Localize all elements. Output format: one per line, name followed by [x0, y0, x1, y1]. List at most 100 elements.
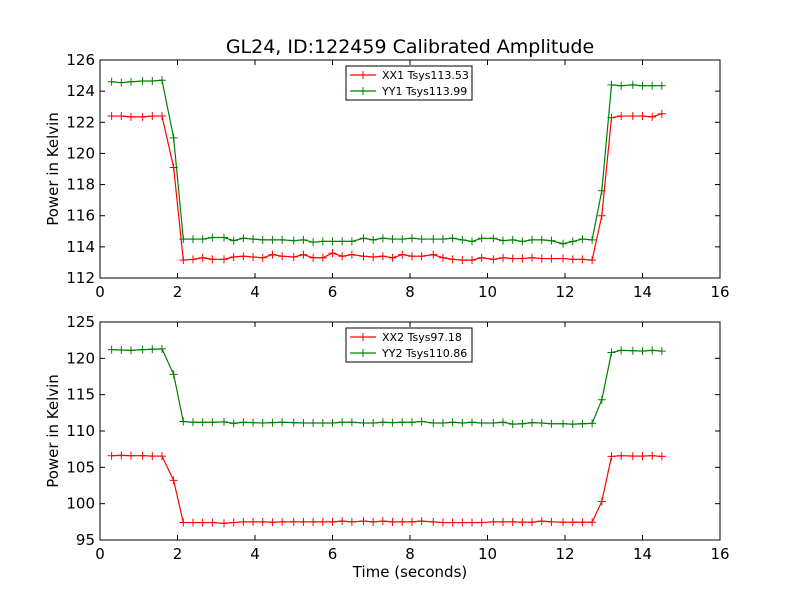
- data-point-marker: [148, 452, 157, 461]
- data-point-marker: [148, 77, 157, 86]
- data-point-marker: [648, 451, 657, 460]
- data-point-marker: [258, 517, 267, 526]
- data-point-marker: [239, 517, 248, 526]
- data-point-marker: [597, 497, 606, 506]
- data-point-marker: [508, 420, 517, 429]
- x-tick-label: 2: [173, 545, 183, 563]
- data-point-marker: [158, 452, 166, 461]
- data-point-marker: [657, 347, 666, 356]
- y-axis-label: Power in Kelvin: [44, 374, 62, 488]
- data-point-marker: [138, 112, 147, 121]
- data-point-marker: [398, 235, 407, 244]
- x-tick-label: 8: [405, 283, 415, 301]
- data-point-marker: [448, 418, 457, 427]
- data-point-marker: [338, 517, 347, 526]
- data-point-marker: [328, 249, 337, 258]
- data-point-marker: [528, 235, 537, 244]
- y-tick-label: 126: [66, 51, 95, 69]
- data-point-marker: [189, 255, 197, 264]
- data-point-marker: [407, 517, 416, 526]
- data-point-marker: [607, 348, 616, 357]
- data-point-marker: [518, 254, 527, 263]
- data-point-marker: [208, 418, 217, 427]
- data-point-marker: [278, 252, 287, 261]
- data-point-marker: [468, 237, 476, 246]
- data-point-marker: [318, 253, 327, 262]
- data-point-marker: [127, 77, 135, 86]
- data-point-marker: [537, 254, 546, 263]
- data-point-marker: [458, 235, 467, 244]
- data-point-marker: [299, 419, 308, 428]
- data-point-marker: [477, 419, 486, 428]
- legend-marker: [359, 71, 367, 79]
- data-point-marker: [657, 81, 666, 90]
- data-point-marker: [378, 252, 387, 261]
- data-point-marker: [127, 451, 135, 460]
- data-point-marker: [648, 112, 657, 121]
- x-tick-label: 6: [328, 545, 338, 563]
- y-tick-label: 116: [66, 207, 95, 225]
- x-tick-label: 10: [478, 545, 497, 563]
- data-point-marker: [299, 250, 308, 259]
- data-point-marker: [388, 253, 397, 262]
- data-point-marker: [220, 417, 228, 426]
- data-point-marker: [138, 77, 147, 86]
- legend: XX1 Tsys113.53 YY1 Tsys113.99: [345, 65, 473, 101]
- data-point-marker: [208, 233, 217, 242]
- data-point-marker: [477, 518, 486, 527]
- data-point-marker: [429, 235, 438, 244]
- x-tick-label: 4: [250, 283, 260, 301]
- data-point-marker: [407, 252, 416, 261]
- data-point-marker: [588, 419, 597, 428]
- data-point-marker: [489, 255, 498, 264]
- chart-title: GL24, ID:122459 Calibrated Amplitude: [226, 36, 594, 58]
- series-xx2: [107, 451, 666, 528]
- data-point-marker: [220, 233, 228, 242]
- data-point-marker: [537, 419, 546, 428]
- data-point-marker: [220, 519, 228, 528]
- y-tick-label: 112: [66, 269, 95, 287]
- data-point-marker: [458, 419, 467, 428]
- data-point-marker: [568, 518, 577, 527]
- data-point-marker: [107, 112, 116, 121]
- data-point-marker: [499, 418, 507, 427]
- data-point-marker: [588, 235, 597, 244]
- data-point-marker: [158, 344, 166, 353]
- data-point-marker: [189, 418, 197, 427]
- data-point-marker: [568, 255, 577, 264]
- y-tick-label: 100: [66, 495, 95, 513]
- data-point-marker: [448, 255, 457, 264]
- data-point-marker: [578, 235, 587, 244]
- data-point-marker: [559, 254, 568, 263]
- data-point-marker: [289, 517, 298, 526]
- data-point-marker: [468, 256, 476, 265]
- y-tick-label: 105: [66, 458, 95, 476]
- data-point-marker: [417, 417, 426, 426]
- data-point-marker: [657, 452, 666, 461]
- data-point-marker: [179, 417, 188, 426]
- data-point-marker: [547, 419, 556, 428]
- data-point-marker: [648, 81, 657, 90]
- data-point-marker: [417, 252, 426, 261]
- data-point-marker: [169, 370, 178, 379]
- data-point-marker: [378, 418, 387, 427]
- data-point-marker: [597, 186, 606, 195]
- data-point-marker: [107, 451, 116, 460]
- data-point-marker: [347, 517, 356, 526]
- x-tick-label: 8: [405, 545, 415, 563]
- data-point-marker: [347, 237, 356, 246]
- data-point-marker: [258, 253, 267, 262]
- data-point-marker: [638, 112, 647, 121]
- data-point-marker: [229, 252, 238, 261]
- legend-marker: [359, 87, 367, 95]
- data-point-marker: [208, 518, 217, 527]
- data-point-marker: [299, 235, 308, 244]
- data-point-marker: [338, 252, 347, 261]
- data-point-marker: [528, 518, 537, 527]
- data-point-marker: [347, 250, 356, 259]
- data-point-marker: [107, 77, 116, 86]
- data-point-marker: [578, 419, 587, 428]
- y-tick-label: 95: [76, 531, 95, 549]
- data-point-marker: [369, 235, 378, 244]
- data-point-marker: [638, 452, 647, 461]
